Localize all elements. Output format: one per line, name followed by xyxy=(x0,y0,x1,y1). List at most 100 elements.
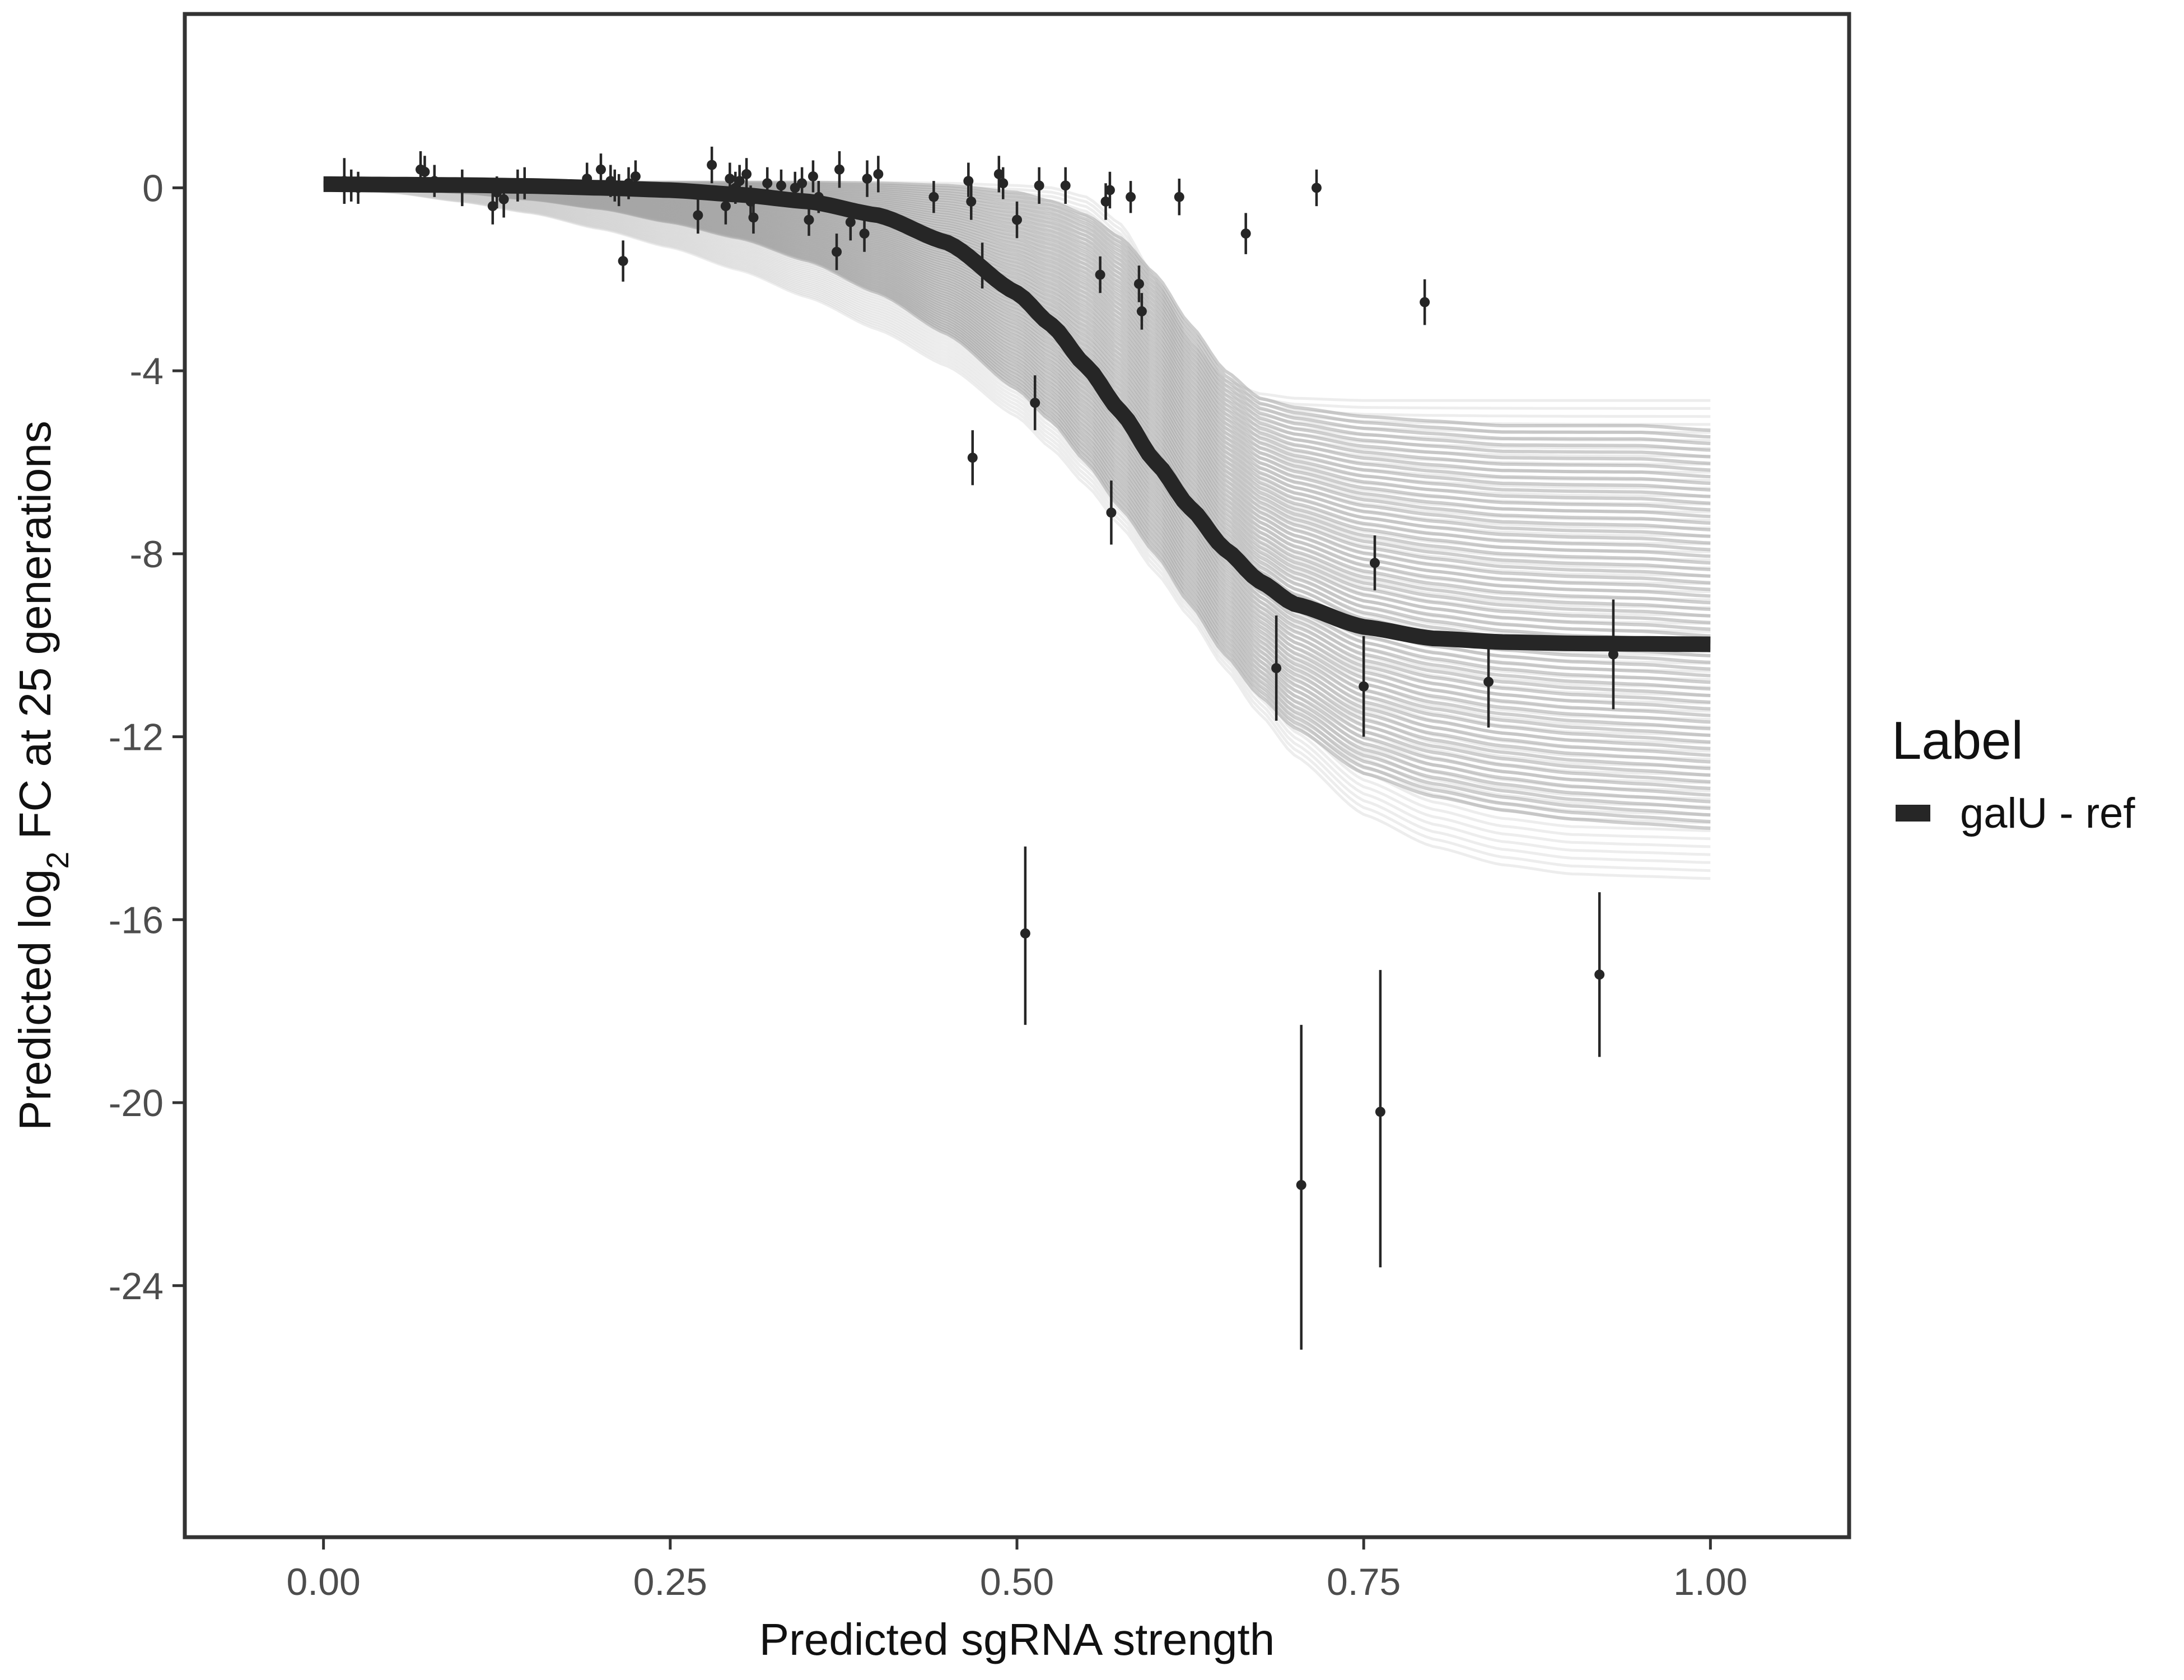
observation-dot xyxy=(834,164,844,175)
observation-dot xyxy=(845,217,856,227)
observation-dot xyxy=(776,180,786,191)
observation-point xyxy=(1012,201,1022,239)
observation-dot xyxy=(797,178,808,189)
x-tick-label: 0.00 xyxy=(286,1561,360,1603)
observation-dot xyxy=(859,228,870,239)
posterior-curve-faint xyxy=(323,185,1711,848)
observation-point xyxy=(618,240,628,282)
observation-dot xyxy=(993,169,1004,179)
x-tick-label: 0.50 xyxy=(980,1561,1054,1603)
panel-border xyxy=(183,12,1851,1539)
observation-point xyxy=(1126,181,1136,213)
y-tick-label: -16 xyxy=(109,899,164,941)
observation-point xyxy=(1034,167,1044,204)
observation-point xyxy=(1420,279,1430,325)
observation-dot xyxy=(1126,192,1136,202)
observation-dot xyxy=(928,192,939,202)
observation-dot xyxy=(618,256,628,267)
y-axis-title-suffix: FC at 25 generations xyxy=(10,421,60,851)
observation-dot xyxy=(1483,676,1494,687)
observation-dot xyxy=(1060,180,1071,191)
observation-dot xyxy=(748,212,759,223)
observation-dot xyxy=(1359,681,1369,692)
axes: 0.00 0.25 0.50 0.75 1.00 0 -4 -8 -12 -16 -20 -24 xyxy=(109,167,1748,1603)
observation-point xyxy=(1106,480,1117,545)
observation-dot xyxy=(1133,278,1144,289)
y-tick-label: -20 xyxy=(109,1082,164,1124)
observation-point xyxy=(859,215,870,252)
observation-point xyxy=(808,160,818,193)
observation-point xyxy=(741,158,752,190)
observation-dot xyxy=(630,171,641,181)
observation-dot xyxy=(487,201,498,212)
fit-curve-galu-ref xyxy=(323,176,1711,652)
observation-dot xyxy=(808,171,818,181)
posterior-curve xyxy=(323,184,1711,830)
observation-dot xyxy=(720,201,731,212)
observation-point xyxy=(1296,1025,1306,1350)
observation-dot xyxy=(1240,228,1251,239)
observation-dot xyxy=(707,160,717,170)
observation-point xyxy=(1174,179,1184,216)
observation-point xyxy=(966,183,977,220)
y-axis-title: Predicted log2 FC at 25 generations xyxy=(10,421,75,1130)
observation-point xyxy=(1369,535,1380,591)
x-tick-label: 0.75 xyxy=(1327,1561,1401,1603)
observation-dot xyxy=(762,178,773,189)
posterior-curve-faint xyxy=(323,185,1711,872)
observation-dot xyxy=(1104,185,1115,195)
observation-point xyxy=(1095,256,1105,293)
y-tick-label: 0 xyxy=(142,167,164,209)
observation-dot xyxy=(1375,1107,1385,1117)
observation-dot xyxy=(1100,196,1111,207)
observation-point xyxy=(1375,970,1385,1268)
observation-point xyxy=(832,234,842,270)
observation-point xyxy=(707,146,717,184)
observation-dot xyxy=(1369,558,1380,568)
observation-dot xyxy=(998,178,1009,189)
observation-dot xyxy=(596,164,606,175)
observation-point xyxy=(967,430,978,486)
observation-dot xyxy=(1034,180,1044,191)
observation-point xyxy=(1594,892,1605,1057)
observation-dot xyxy=(734,176,745,186)
observation-dot xyxy=(1136,306,1147,316)
observation-dot xyxy=(1106,507,1117,518)
observation-dot xyxy=(1420,297,1430,307)
y-tick-label: -12 xyxy=(109,716,164,759)
x-tick-label: 1.00 xyxy=(1673,1561,1747,1603)
observation-dot xyxy=(1608,649,1618,660)
y-tick-label: -24 xyxy=(109,1265,164,1308)
observation-point xyxy=(993,156,1004,193)
observation-point xyxy=(1483,636,1494,728)
posterior-curve-faint xyxy=(323,185,1711,856)
observation-dot xyxy=(862,174,872,184)
observation-dot xyxy=(967,452,978,463)
x-tick-label: 0.25 xyxy=(633,1561,707,1603)
legend: Label galU - ref xyxy=(1892,711,2135,837)
x-axis-title: Predicted sgRNA strength xyxy=(759,1614,1275,1664)
observation-point xyxy=(998,167,1009,199)
observation-dot xyxy=(1594,969,1605,980)
observation-dot xyxy=(804,214,814,225)
posterior-curve-faint xyxy=(323,185,1711,864)
observation-dot xyxy=(1020,928,1030,939)
observation-dot xyxy=(873,169,884,179)
observation-dot xyxy=(498,194,509,204)
observation-dot xyxy=(741,169,752,179)
observation-point xyxy=(1060,167,1071,204)
observation-dot xyxy=(725,174,735,184)
observation-dot xyxy=(1311,183,1322,193)
observation-point xyxy=(1271,615,1282,721)
observation-dot xyxy=(1030,398,1040,408)
legend-title: Label xyxy=(1892,711,2023,771)
observation-dot xyxy=(693,210,703,221)
observation-point xyxy=(1359,636,1369,737)
posterior-curve-faint xyxy=(323,185,1711,832)
fit-curve-layer xyxy=(323,176,1711,652)
observation-dot xyxy=(419,166,430,177)
observation-dot xyxy=(966,196,977,207)
y-tick-label: -4 xyxy=(130,350,164,393)
observation-point xyxy=(1020,846,1030,1025)
